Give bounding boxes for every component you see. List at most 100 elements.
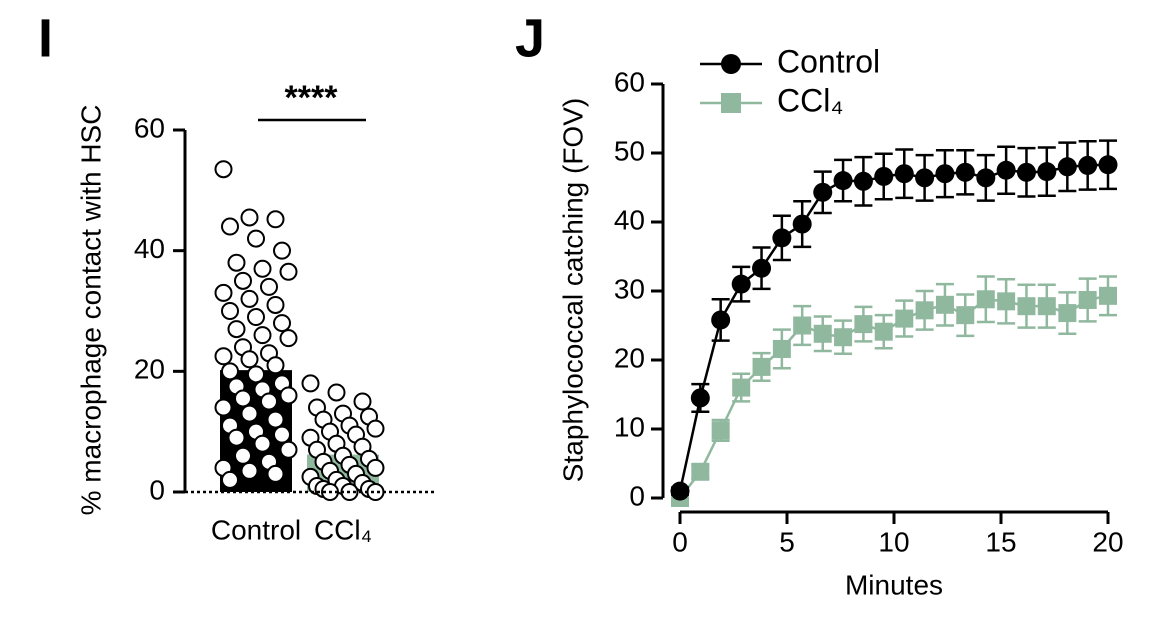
x-tick-label: Control (211, 514, 301, 545)
y-tick-label: 20 (134, 354, 165, 385)
data-point (253, 434, 272, 453)
y-tick-label: 0 (629, 480, 645, 511)
data-point (221, 302, 239, 320)
data-point (260, 277, 278, 296)
data-point (221, 362, 239, 381)
x-tick-label: 5 (779, 526, 795, 557)
data-point (279, 329, 298, 348)
data-point (266, 464, 285, 483)
data-point (234, 389, 252, 408)
data-point (976, 168, 996, 188)
data-point (711, 421, 730, 440)
y-tick-label: 30 (614, 273, 645, 304)
data-point (752, 258, 772, 278)
data-point (327, 383, 346, 402)
data-point (279, 262, 298, 281)
data-point (366, 483, 385, 501)
data-point (1057, 157, 1077, 177)
data-point (690, 388, 710, 408)
data-point (266, 295, 285, 314)
y-tick-label: 0 (149, 474, 165, 505)
data-point (1037, 297, 1056, 316)
data-point (273, 241, 291, 260)
data-point (221, 217, 239, 236)
y-axis-label: % macrophage contact with HSC (75, 105, 106, 516)
data-point (772, 228, 792, 248)
data-point (279, 440, 298, 459)
data-point (874, 166, 894, 186)
data-point (793, 316, 812, 335)
data-point (956, 306, 975, 325)
data-point (214, 160, 233, 179)
data-point (240, 350, 259, 369)
data-point (1078, 155, 1098, 175)
data-point (772, 339, 791, 358)
data-point (670, 481, 690, 501)
legend-marker (721, 93, 741, 113)
data-point (935, 164, 955, 184)
data-point (996, 160, 1016, 180)
x-tick-label: 10 (878, 526, 909, 557)
data-point (874, 322, 893, 341)
panel-label: J (515, 8, 545, 68)
legend-marker (721, 54, 741, 74)
y-tick-label: 20 (614, 342, 645, 373)
data-point (834, 328, 853, 347)
data-point (227, 320, 246, 339)
data-point (247, 365, 265, 384)
data-point (227, 428, 246, 447)
x-tick-label: 20 (1092, 526, 1123, 557)
data-point (353, 392, 372, 411)
data-point (894, 164, 914, 184)
y-tick-label: 40 (614, 204, 645, 235)
data-point (273, 425, 291, 444)
data-point (915, 301, 934, 320)
data-point (1058, 304, 1077, 323)
data-point (240, 461, 259, 480)
data-point (260, 392, 278, 411)
data-point (266, 356, 285, 375)
data-point (1098, 155, 1118, 175)
data-point (366, 419, 385, 438)
data-point (366, 458, 385, 477)
data-point (240, 289, 259, 308)
data-point (234, 446, 252, 465)
data-point (854, 315, 873, 334)
data-point (240, 208, 259, 227)
data-point (711, 310, 731, 330)
data-point (792, 214, 812, 234)
data-point (214, 347, 233, 366)
data-point (273, 314, 291, 333)
data-point (279, 386, 298, 405)
data-point (253, 259, 272, 278)
data-point (247, 308, 265, 327)
data-point (895, 309, 914, 328)
data-point (253, 326, 272, 345)
data-point (227, 253, 246, 272)
y-tick-label: 40 (134, 233, 165, 264)
data-point (813, 324, 832, 343)
data-point (915, 168, 935, 188)
data-point (1099, 286, 1117, 305)
data-point (240, 404, 259, 423)
data-point (266, 410, 285, 429)
series-line (679, 294, 1109, 499)
data-point (1037, 162, 1057, 182)
data-point (214, 398, 233, 417)
series-line (678, 163, 1109, 492)
data-point (1016, 162, 1036, 182)
data-point (955, 162, 975, 182)
data-point (301, 374, 320, 393)
x-tick-label: 0 (672, 526, 688, 557)
data-point (1017, 297, 1036, 316)
panel-label: I (38, 8, 53, 68)
y-tick-label: 60 (614, 66, 645, 97)
data-point (976, 290, 995, 309)
y-axis-label: Staphylococcal catching (FOV) (557, 98, 588, 482)
y-tick-label: 10 (614, 411, 645, 442)
significance-label: **** (285, 79, 339, 117)
legend-label: Control (777, 43, 880, 79)
x-tick-label: CCl₄ (314, 514, 372, 545)
data-point (935, 295, 954, 314)
